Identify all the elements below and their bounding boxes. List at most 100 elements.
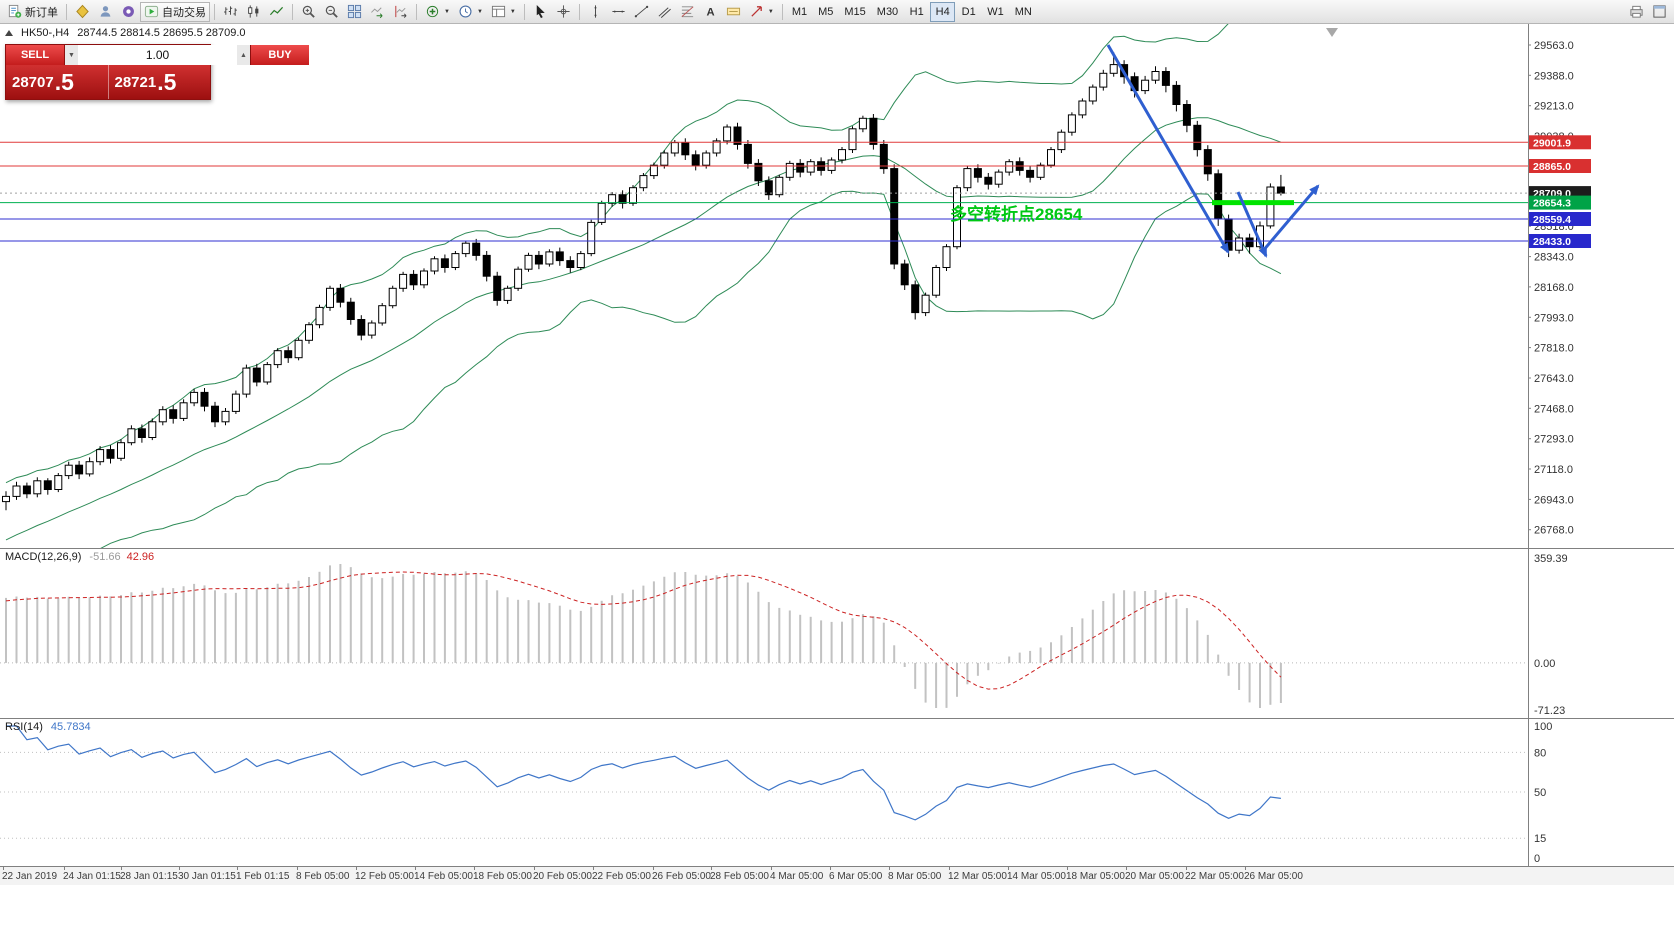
arrows-tool-button[interactable]: ▼ bbox=[745, 2, 778, 22]
rsi-panel: 100 80 50 15 0 RSI(14) 45.7834 bbox=[0, 718, 1674, 866]
horizontal-line-button[interactable] bbox=[607, 2, 630, 22]
periods-button[interactable]: ▼ bbox=[454, 2, 487, 22]
macd-value: -51.66 bbox=[89, 551, 121, 563]
time-tick bbox=[593, 867, 594, 870]
price-tick-label: 29388.0 bbox=[1534, 70, 1574, 82]
toolbar-separator bbox=[523, 3, 525, 20]
price-tag bbox=[1529, 195, 1591, 210]
autotrading-label: 自动交易 bbox=[162, 6, 206, 19]
rsi-chart[interactable]: 100 80 50 15 0 bbox=[0, 718, 1674, 866]
time-tick bbox=[121, 867, 122, 870]
price-chart-panel: 多空转折点2865429563.029388.029213.029038.028… bbox=[0, 24, 1674, 548]
symbol-info: HK50-,H4 28744.5 28814.5 28695.5 28709.0 bbox=[5, 27, 246, 39]
zoom-in-button[interactable] bbox=[297, 2, 320, 22]
timeframe-m1-button[interactable]: M1 bbox=[787, 2, 812, 22]
oct-collapse-button[interactable] bbox=[5, 30, 13, 36]
fibonacci-button[interactable] bbox=[676, 2, 699, 22]
time-axis-label: 20 Mar 05:00 bbox=[1125, 871, 1184, 882]
trend-arrows[interactable] bbox=[1106, 44, 1320, 258]
templates-button[interactable]: ▼ bbox=[487, 2, 520, 22]
timeframe-h4-button[interactable]: H4 bbox=[930, 1, 956, 22]
vertical-line-button[interactable] bbox=[584, 2, 607, 22]
chart-shift-button[interactable] bbox=[389, 2, 412, 22]
timeframe-m15-button[interactable]: M15 bbox=[839, 2, 870, 22]
time-tick bbox=[1008, 867, 1009, 870]
navigator-icon bbox=[100, 6, 111, 17]
macd-scale-max: 359.39 bbox=[1534, 553, 1568, 565]
toolbar-separator bbox=[214, 3, 215, 20]
timeframe-w1-button[interactable]: W1 bbox=[982, 2, 1009, 22]
time-tick bbox=[771, 867, 772, 870]
time-tick bbox=[64, 867, 65, 870]
market-watch-button[interactable] bbox=[71, 2, 94, 22]
rsi-scale-label: 50 bbox=[1534, 787, 1546, 799]
print-button[interactable] bbox=[1625, 2, 1648, 22]
new-order-button[interactable]: 新订单 bbox=[3, 2, 62, 22]
bar-chart-button[interactable] bbox=[219, 2, 242, 22]
new-order-icon bbox=[8, 4, 22, 18]
indicators-icon bbox=[426, 5, 439, 18]
buy-button[interactable]: BUY bbox=[251, 45, 309, 65]
time-tick bbox=[179, 867, 180, 870]
price-tags: 29001.928865.028709.028654.328559.428433… bbox=[1529, 135, 1591, 248]
autotrading-button[interactable]: 自动交易 bbox=[140, 1, 210, 22]
volume-decrease-button[interactable]: ▼ bbox=[65, 45, 78, 65]
price-tag-label: 28433.0 bbox=[1533, 236, 1571, 248]
time-axis-label: 22 Jan 2019 bbox=[2, 871, 58, 882]
time-tick bbox=[711, 867, 712, 870]
sell-price[interactable]: 28707.5 bbox=[12, 68, 74, 95]
zoom-out-icon bbox=[325, 5, 338, 18]
auto-scroll-icon bbox=[371, 7, 383, 19]
channel-button[interactable] bbox=[653, 2, 676, 22]
macd-scale-min: -71.23 bbox=[1534, 705, 1565, 717]
indicators-button[interactable]: ▼ bbox=[421, 2, 454, 22]
timeframe-d1-button[interactable]: D1 bbox=[956, 2, 981, 22]
price-tag-label: 28559.4 bbox=[1533, 214, 1571, 226]
time-axis-label: 26 Mar 05:00 bbox=[1244, 871, 1303, 882]
time-axis-label: 12 Feb 05:00 bbox=[355, 871, 414, 882]
line-chart-button[interactable] bbox=[265, 2, 288, 22]
tile-windows-button[interactable] bbox=[343, 2, 366, 22]
time-axis[interactable]: 22 Jan 2019 24 Jan 01:15 28 Jan 01:15 30 Ja… bbox=[0, 866, 1674, 885]
navigator-button[interactable] bbox=[94, 2, 117, 22]
sell-button[interactable]: SELL bbox=[6, 45, 64, 65]
terminal-button[interactable] bbox=[117, 2, 140, 22]
crosshair-button[interactable] bbox=[552, 2, 575, 22]
volume-increase-button[interactable]: ▲ bbox=[237, 45, 250, 65]
text-label-icon bbox=[726, 7, 740, 16]
text-button[interactable]: A bbox=[699, 2, 722, 22]
price-tag bbox=[1529, 212, 1591, 226]
new-order-label: 新订单 bbox=[25, 6, 58, 19]
timeframe-h1-button[interactable]: H1 bbox=[904, 2, 929, 22]
chart-annotation[interactable]: 多空转折点28654 bbox=[950, 204, 1083, 224]
chevron-down-icon: ▼ bbox=[767, 8, 774, 15]
window-button[interactable] bbox=[1648, 2, 1671, 22]
time-axis-label: 22 Mar 05:00 bbox=[1185, 871, 1244, 882]
macd-chart[interactable]: 359.39 0.00 -71.23 bbox=[0, 548, 1674, 718]
time-tick bbox=[3, 867, 4, 870]
trendline-button[interactable] bbox=[630, 2, 653, 22]
candlestick-chart-button[interactable] bbox=[242, 2, 265, 22]
chevron-down-icon: ▼ bbox=[476, 8, 483, 15]
buy-price[interactable]: 28721.5 bbox=[107, 65, 211, 99]
horizontal-line-icon bbox=[612, 10, 625, 13]
chart-shift-marker[interactable] bbox=[1326, 28, 1338, 37]
zoom-out-button[interactable] bbox=[320, 2, 343, 22]
time-tick bbox=[474, 867, 475, 870]
time-axis-label: 12 Mar 05:00 bbox=[948, 871, 1007, 882]
channel-icon bbox=[658, 7, 671, 18]
timeframe-m30-button[interactable]: M30 bbox=[872, 2, 903, 22]
trendline-icon bbox=[634, 5, 649, 18]
time-axis-label: 8 Feb 05:00 bbox=[296, 871, 350, 882]
time-axis-label: 8 Mar 05:00 bbox=[888, 871, 942, 882]
chart-shift-icon bbox=[395, 5, 407, 18]
auto-scroll-button[interactable] bbox=[366, 2, 389, 22]
timeframe-mn-button[interactable]: MN bbox=[1010, 2, 1037, 22]
templates-icon bbox=[491, 5, 505, 18]
text-label-button[interactable] bbox=[722, 2, 745, 22]
volume-input[interactable] bbox=[78, 45, 237, 65]
trend-arrow-1 bbox=[1106, 44, 1230, 254]
cursor-button[interactable] bbox=[529, 2, 552, 22]
timeframe-m5-button[interactable]: M5 bbox=[813, 2, 838, 22]
price-chart[interactable]: 多空转折点2865429563.029388.029213.029038.028… bbox=[0, 24, 1674, 548]
